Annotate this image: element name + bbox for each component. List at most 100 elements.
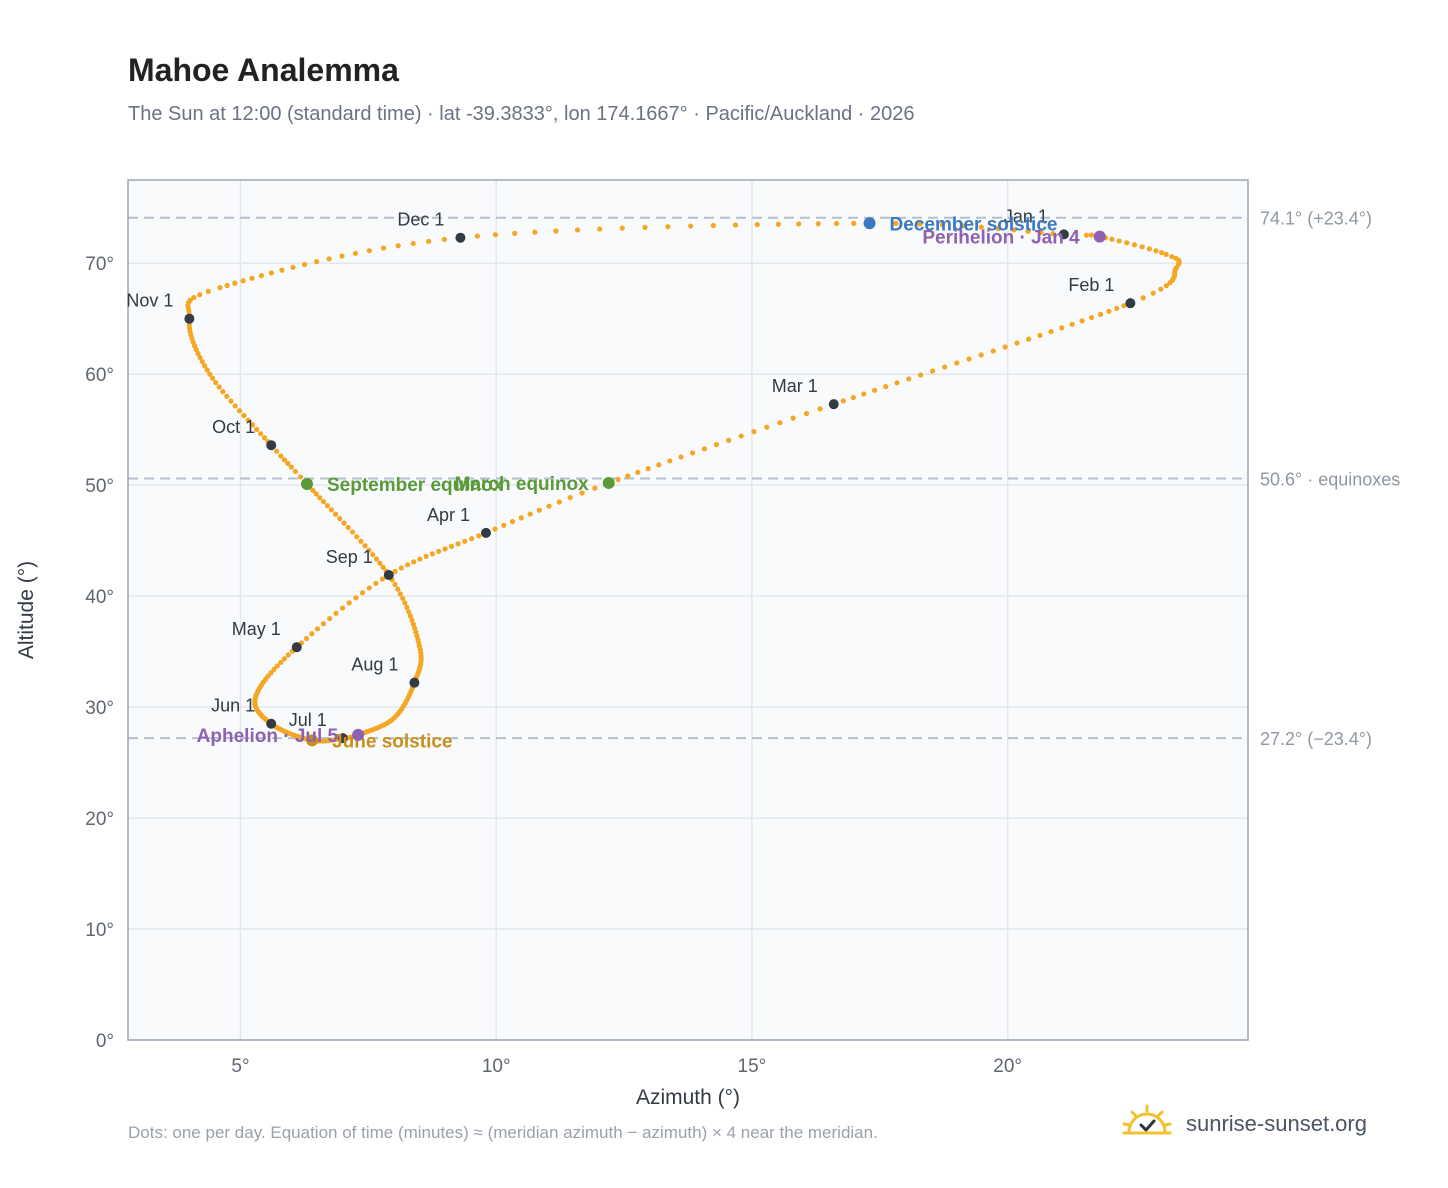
daily-sun-dot: [236, 408, 243, 414]
daily-sun-dot: [404, 562, 411, 568]
daily-sun-dot: [527, 511, 533, 517]
month-label: Sep 1: [326, 547, 373, 567]
daily-sun-dot: [423, 553, 429, 559]
daily-sun-dot: [195, 351, 201, 357]
reference-line-label: 27.2° (−23.4°): [1260, 729, 1372, 749]
daily-sun-dot: [324, 503, 330, 509]
daily-sun-dot: [202, 363, 208, 369]
daily-sun-dot: [320, 621, 327, 627]
daily-sun-dot: [207, 371, 213, 377]
daily-sun-dot: [380, 245, 387, 251]
daily-sun-dot: [273, 448, 280, 454]
daily-sun-dot: [546, 503, 552, 509]
daily-sun-dot: [851, 220, 857, 226]
month-markers: Jan 1 Feb 1 Mar 1 Apr 1 May 1 Jun 1 Jul 1 Aug 1…: [126, 206, 1136, 744]
daily-sun-dot: [518, 515, 524, 521]
month-marker: [266, 440, 277, 451]
month-marker: [184, 313, 195, 324]
daily-sun-dot: [187, 297, 193, 303]
daily-sun-dot: [990, 348, 996, 354]
daily-sun-dot: [313, 491, 319, 497]
daily-sun-dot: [635, 469, 641, 475]
daily-sun-dot: [429, 551, 435, 557]
daily-sun-dot: [310, 487, 316, 494]
daily-sun-dot: [409, 617, 415, 623]
daily-sun-dot: [197, 292, 203, 298]
daily-sun-dot: [359, 590, 366, 596]
daily-sun-dot: [775, 221, 782, 227]
daily-sun-dot: [258, 431, 264, 437]
daily-sun-dot: [512, 230, 518, 236]
daily-sun-dot: [232, 403, 238, 409]
event-marker: [306, 734, 319, 747]
daily-sun-dot: [1150, 290, 1156, 296]
daily-sun-dot: [1037, 332, 1043, 338]
event-marker: [1093, 230, 1106, 243]
y-tick-label: 0°: [96, 1031, 114, 1052]
reference-line-label: 74.1° (+23.4°): [1260, 209, 1372, 229]
month-marker: [828, 399, 839, 410]
daily-sun-dot: [1097, 311, 1104, 317]
daily-sun-dot: [366, 585, 372, 591]
daily-sun-dot: [285, 652, 291, 658]
daily-sun-dot: [929, 368, 936, 374]
month-label: Mar 1: [772, 376, 818, 396]
daily-sun-dot: [254, 426, 260, 432]
y-tick-label: 40°: [85, 587, 114, 608]
month-label: Nov 1: [126, 291, 173, 311]
daily-sun-dot: [290, 264, 296, 270]
daily-sun-dot: [462, 538, 468, 544]
daily-sun-dot: [402, 600, 408, 606]
y-tick-label: 30°: [85, 698, 114, 719]
plot-frame: [127, 179, 1249, 1041]
daily-sun-dot: [751, 429, 757, 435]
daily-sun-dot: [939, 222, 945, 228]
daily-sun-dot: [815, 221, 821, 227]
daily-sun-dot: [574, 227, 581, 233]
month-marker: [266, 718, 277, 729]
daily-sun-dot: [960, 223, 966, 229]
daily-sun-dot: [288, 464, 294, 470]
daily-sun-dot: [339, 253, 345, 259]
brand-link[interactable]: sunrise-sunset.org: [1120, 1102, 1367, 1146]
daily-sun-dot: [392, 568, 398, 574]
y-tick-label: 60°: [85, 365, 114, 386]
daily-sun-dot: [701, 446, 707, 452]
daily-sun-dot: [893, 220, 899, 226]
daily-sun-dot: [917, 221, 923, 227]
daily-sun-dot: [1140, 295, 1146, 301]
daily-sun-dot: [1106, 308, 1112, 314]
daily-sun-dot: [232, 280, 238, 286]
daily-sun-dot: [1059, 325, 1065, 331]
daily-sun-dot: [710, 222, 716, 229]
daily-sun-dot: [320, 498, 327, 505]
daily-sun-dot: [1116, 238, 1122, 244]
daily-sun-dot: [978, 224, 984, 230]
month-label: Apr 1: [427, 505, 470, 525]
daily-sun-dot: [301, 261, 308, 268]
daily-sun-dot: [536, 507, 542, 513]
daily-sun-dot: [268, 270, 275, 276]
daily-sun-dot: [954, 360, 960, 366]
daily-sun-dot: [1169, 253, 1175, 260]
daily-sun-dot: [917, 372, 924, 378]
event-label: Perihelion · Jan 4: [922, 228, 1080, 249]
daily-sun-dot: [245, 417, 251, 423]
x-tick-label: 15°: [738, 1056, 767, 1077]
daily-sun-dot: [501, 522, 507, 528]
daily-sun-dot: [476, 533, 482, 539]
daily-sun-dot: [358, 538, 364, 544]
daily-sun-dot: [417, 556, 423, 562]
daily-sun-dot: [377, 560, 383, 566]
daily-sun-dot: [777, 420, 783, 426]
daily-sun-dot: [1025, 228, 1031, 234]
daily-sun-dot: [1139, 244, 1145, 250]
daily-sun-dot: [441, 236, 447, 243]
chart-subtitle: The Sun at 12:00 (standard time) · lat -…: [128, 103, 915, 125]
daily-sun-dot: [412, 625, 418, 631]
daily-sun-dot: [995, 225, 1001, 232]
month-label: Aug 1: [351, 655, 398, 675]
daily-sun-dot: [597, 226, 603, 232]
daily-sun-dot: [397, 591, 403, 597]
